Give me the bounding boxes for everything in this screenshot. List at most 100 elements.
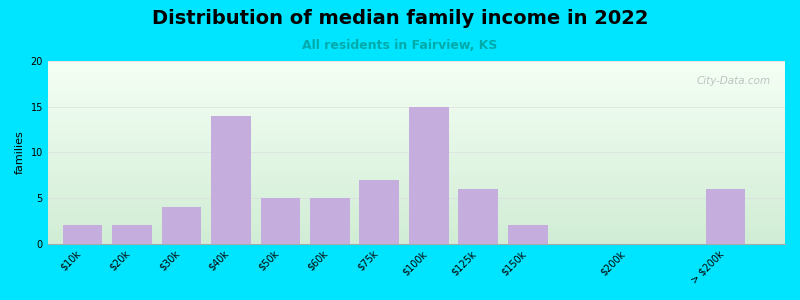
Bar <box>48 185 785 187</box>
Bar <box>48 82 785 83</box>
Bar <box>48 217 785 218</box>
Bar <box>48 112 785 113</box>
Bar <box>48 211 785 212</box>
Bar <box>48 173 785 174</box>
Bar <box>48 146 785 148</box>
Bar <box>48 232 785 233</box>
Bar <box>48 124 785 126</box>
Bar <box>62 226 102 244</box>
Bar <box>409 107 449 244</box>
Bar <box>211 116 250 244</box>
Bar <box>48 149 785 150</box>
Bar <box>48 142 785 144</box>
Bar <box>48 184 785 185</box>
Bar <box>48 106 785 107</box>
Bar <box>48 121 785 122</box>
Bar <box>48 103 785 105</box>
Bar <box>48 195 785 196</box>
Bar <box>48 218 785 219</box>
Bar <box>359 180 399 244</box>
Bar <box>48 65 785 66</box>
Bar <box>48 61 785 62</box>
Bar <box>48 172 785 173</box>
Bar <box>48 148 785 149</box>
Bar <box>48 212 785 213</box>
Bar <box>48 68 785 70</box>
Bar <box>48 235 785 236</box>
Bar <box>48 63 785 65</box>
Bar <box>48 240 785 241</box>
Bar <box>48 154 785 155</box>
Bar <box>48 168 785 169</box>
Bar <box>48 72 785 73</box>
Bar <box>48 126 785 127</box>
Bar <box>48 163 785 164</box>
Bar <box>48 127 785 128</box>
Bar <box>48 205 785 206</box>
Bar <box>48 100 785 101</box>
Bar <box>310 198 350 244</box>
Bar <box>48 238 785 239</box>
Bar <box>162 207 201 244</box>
Bar <box>48 158 785 160</box>
Bar <box>48 169 785 171</box>
Bar <box>48 119 785 121</box>
Bar <box>48 150 785 151</box>
Bar <box>48 88 785 89</box>
Bar <box>48 138 785 139</box>
Bar <box>48 201 785 202</box>
Bar <box>48 220 785 222</box>
Bar <box>48 90 785 92</box>
Bar <box>48 187 785 188</box>
Bar <box>48 203 785 205</box>
Bar <box>48 111 785 112</box>
Bar <box>48 166 785 167</box>
Bar <box>48 115 785 116</box>
Bar <box>48 190 785 191</box>
Bar <box>48 145 785 146</box>
Bar <box>48 179 785 180</box>
Bar <box>48 202 785 203</box>
Bar <box>48 206 785 207</box>
Bar <box>48 77 785 78</box>
Text: Distribution of median family income in 2022: Distribution of median family income in … <box>152 9 648 28</box>
Bar <box>48 183 785 184</box>
Bar <box>48 152 785 154</box>
Bar <box>48 174 785 175</box>
Bar <box>48 122 785 123</box>
Bar <box>48 164 785 166</box>
Bar <box>48 78 785 79</box>
Bar <box>48 193 785 194</box>
Bar <box>48 129 785 130</box>
Bar <box>48 84 785 86</box>
Bar <box>48 95 785 96</box>
Bar <box>48 219 785 220</box>
Bar <box>48 87 785 88</box>
Bar <box>48 236 785 238</box>
Bar <box>48 214 785 216</box>
Bar <box>48 160 785 161</box>
Bar <box>48 182 785 183</box>
Bar <box>458 189 498 244</box>
Bar <box>48 99 785 100</box>
Bar <box>112 226 152 244</box>
Bar <box>48 239 785 240</box>
Bar <box>48 135 785 136</box>
Bar <box>48 227 785 228</box>
Bar <box>508 226 547 244</box>
Bar <box>48 226 785 227</box>
Text: All residents in Fairview, KS: All residents in Fairview, KS <box>302 39 498 52</box>
Bar <box>48 241 785 242</box>
Bar <box>48 157 785 158</box>
Bar <box>48 242 785 244</box>
Bar <box>48 98 785 99</box>
Bar <box>48 234 785 235</box>
Bar <box>48 89 785 90</box>
Bar <box>48 109 785 110</box>
Bar <box>48 92 785 93</box>
Bar <box>48 228 785 229</box>
Bar <box>48 208 785 210</box>
Bar <box>48 116 785 117</box>
Bar <box>48 107 785 109</box>
Bar <box>48 230 785 232</box>
